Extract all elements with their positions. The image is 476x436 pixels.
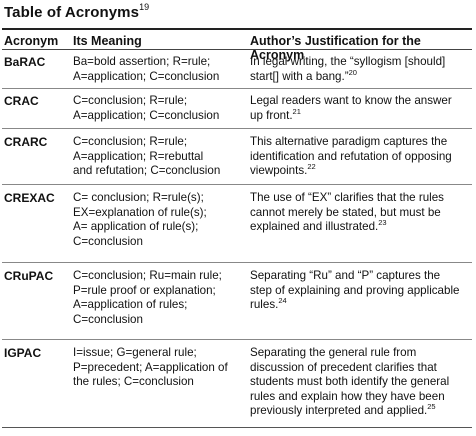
title-bar: Table of Acronyms19 [2,0,472,30]
row-acronym: CRAC [4,94,39,108]
meaning-line: C=conclusion; Ru=main rule; [73,269,222,282]
meaning-line: C=conclusion [73,234,143,248]
row-justification: The use of “EX” clarifies that the rules… [250,191,472,235]
justification-line: rules.24 [250,296,472,313]
meaning-line: EX=explanation of rule(s); [73,205,207,219]
meaning-line: A= application of rule(s); [73,220,199,234]
table-title-text: Table of Acronyms [4,4,140,21]
meaning-line: C=conclusion; R=rule; [73,94,188,107]
justification-line: explained and illustrated.23 [250,218,472,235]
justification-line: students must both identify the general [250,375,450,389]
justification-line: In legal writing, the “syllogism [should… [250,55,446,68]
row-divider [2,339,472,340]
justification-text: viewpoints. [250,164,308,178]
row-meaning: I=issue; G=general rule; P=precedent; A=… [73,346,241,390]
justification-line: Separating “Ru” and “P” captures the [250,269,441,282]
row-acronym: IGPAC [4,346,42,360]
meaning-line: C=conclusion; R=rule; [73,135,188,148]
meaning-line: I=issue; G=general rule; [73,346,197,359]
header-acronym: Acronym [4,34,59,48]
justification-line: viewpoints.22 [250,162,472,179]
row-divider [2,262,472,263]
justification-line: The use of “EX” clarifies that the rules [250,191,444,204]
meaning-line: C=conclusion [73,312,143,326]
row-acronym: CRuPAC [4,269,54,283]
table-title: Table of Acronyms19 [4,2,150,21]
table-bottom-border [2,427,472,428]
meaning-line: P=precedent; A=application of [73,360,228,374]
row-divider [2,88,472,89]
justification-line: cannot merely be stated, but must be [250,205,441,219]
justification-line: This alternative paradigm captures the [250,135,448,148]
row-justification: This alternative paradigm captures the i… [250,135,472,179]
row-justification: In legal writing, the “syllogism [should… [250,55,472,84]
row-divider [2,184,472,185]
footnote-marker: 20 [348,67,357,77]
meaning-line: A=application; C=conclusion [73,108,220,122]
row-meaning: Ba=bold assertion; R=rule; A=application… [73,55,241,84]
row-justification: Separating “Ru” and “P” captures the ste… [250,269,472,313]
row-divider [2,128,472,129]
justification-text: previously interpreted and applied. [250,404,428,418]
justification-line: up front.21 [250,106,472,124]
meaning-line: the rules; C=conclusion [73,375,194,389]
row-meaning: C=conclusion; R=rule; A=application; C=c… [73,94,241,123]
justification-text: rules. [250,298,279,312]
header-divider [2,49,472,50]
justification-text: start[] with a bang.” [250,69,349,83]
meaning-line: Ba=bold assertion; R=rule; [73,55,211,68]
justification-line: discussion of precedent clarifies that [250,360,437,374]
justification-line: Separating the general rule from [250,346,417,359]
header-meaning: Its Meaning [73,34,142,48]
justification-line: rules and explain how they have been [250,389,445,403]
header-justification: Author’s Justification for the Acronym [250,34,421,62]
justification-text: explained and illustrated. [250,220,379,234]
justification-line: identification and refutation of opposin… [250,149,452,163]
row-justification: Legal readers want to know the answer up… [250,94,472,123]
meaning-line: P=rule proof or explanation; [73,283,216,297]
justification-line: start[] with a bang.”20 [250,67,472,85]
row-meaning: C=conclusion; Ru=main rule; P=rule proof… [73,269,241,327]
footnote-marker: 24 [278,296,287,306]
justification-line: step of explaining and proving applicabl… [250,283,460,297]
justification-line: Legal readers want to know the answer [250,94,452,107]
meaning-line: C= conclusion; R=rule(s); [73,191,204,204]
meaning-line: A=application; R=rebuttal [73,149,204,163]
meaning-line: A=application; C=conclusion [73,69,220,83]
meaning-line: and refutation; C=conclusion [73,164,221,178]
row-acronym: CRARC [4,135,48,149]
row-acronym: BaRAC [4,55,46,69]
footnote-marker: 23 [378,218,387,228]
row-meaning: C= conclusion; R=rule(s); EX=explanation… [73,191,241,249]
justification-text: up front. [250,108,293,122]
title-footnote: 19 [139,2,150,12]
row-justification: Separating the general rule from discuss… [250,346,472,419]
footnote-marker: 22 [307,162,316,172]
row-acronym: CREXAC [4,191,55,205]
footnote-marker: 25 [427,402,436,412]
row-meaning: C=conclusion; R=rule; A=application; R=r… [73,135,241,179]
footnote-marker: 21 [292,106,301,116]
justification-line: previously interpreted and applied.25 [250,402,472,419]
meaning-line: A=application of rules; [73,298,188,312]
